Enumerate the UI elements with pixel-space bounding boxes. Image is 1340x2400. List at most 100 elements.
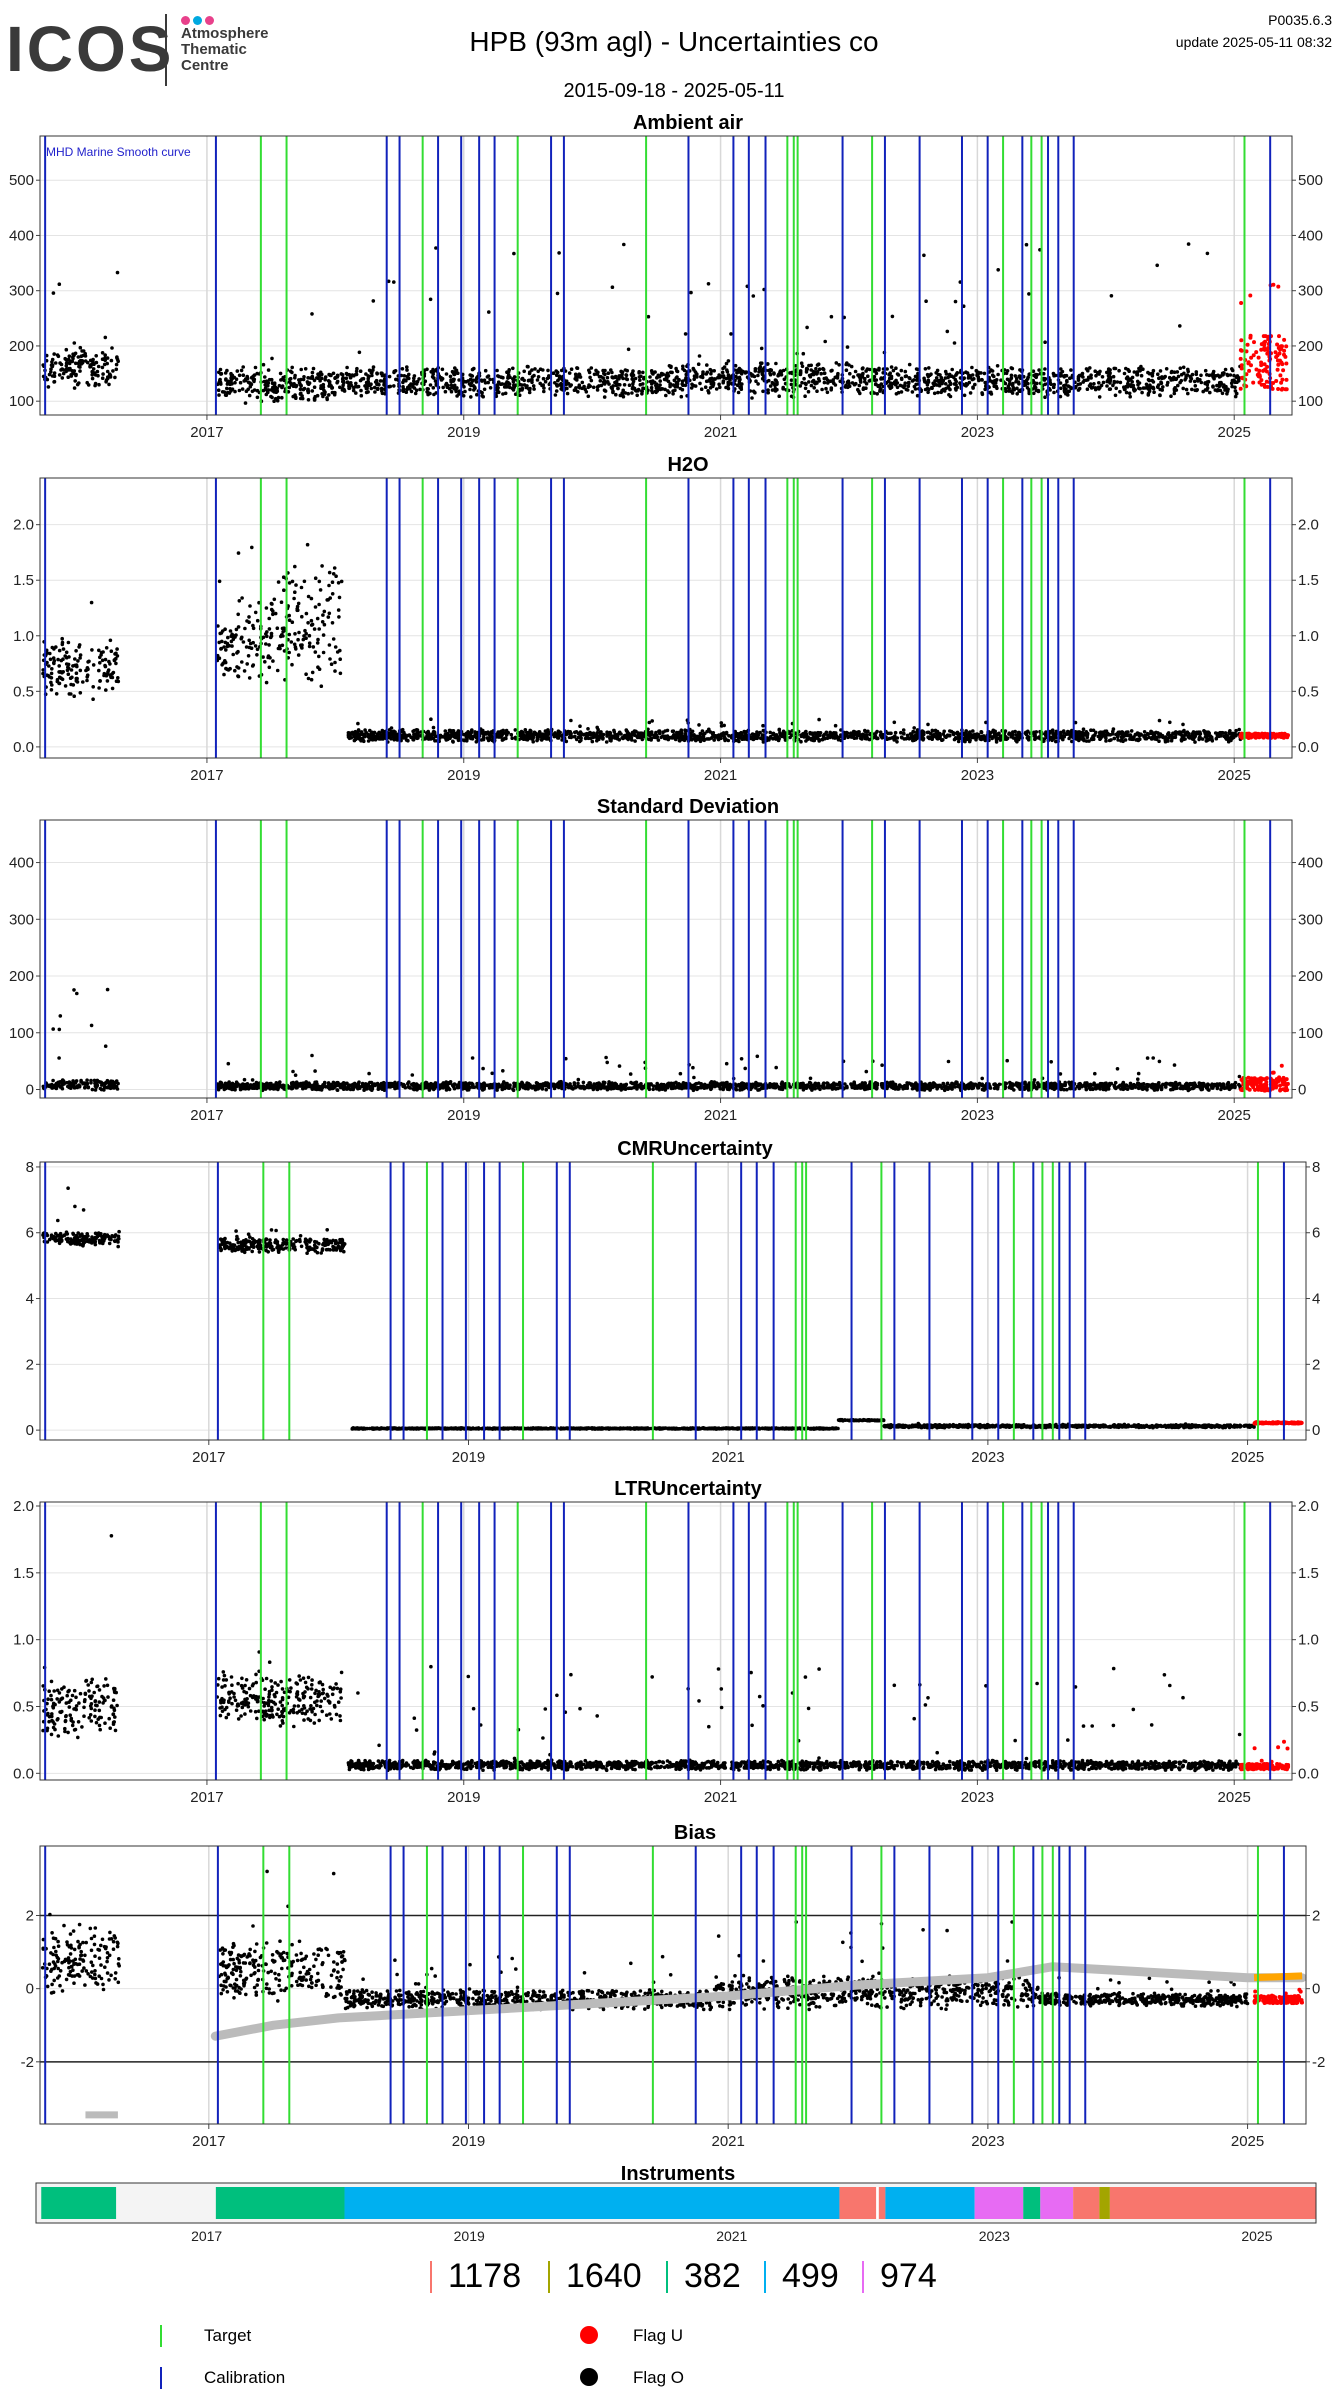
data-point <box>217 579 222 584</box>
data-point <box>1232 373 1236 378</box>
data-point <box>265 634 269 639</box>
data-point <box>380 389 384 393</box>
data-point <box>603 389 608 393</box>
data-point <box>863 379 867 384</box>
data-point <box>630 373 634 378</box>
data-point <box>261 388 266 393</box>
logo-line-3: Centre <box>181 57 229 74</box>
data-point <box>367 374 371 379</box>
data-point <box>323 375 328 379</box>
data-point <box>246 654 251 658</box>
data-point <box>968 391 973 395</box>
data-point <box>103 353 107 357</box>
data-point <box>402 730 406 735</box>
data-point <box>310 370 315 375</box>
data-point <box>287 385 292 390</box>
data-point <box>631 385 635 389</box>
data-point <box>1199 380 1204 385</box>
data-point <box>935 736 939 741</box>
data-point <box>1226 739 1231 744</box>
data-point <box>240 635 244 640</box>
data-point <box>953 736 958 740</box>
data-point <box>804 366 809 371</box>
data-point <box>70 675 74 680</box>
data-point <box>89 1023 94 1028</box>
data-point <box>976 375 981 379</box>
y-tick-label: 0 <box>1298 1081 1306 1098</box>
data-point <box>770 380 775 385</box>
data-point <box>378 379 383 383</box>
data-point <box>577 731 582 735</box>
y-tick-label: 300 <box>9 911 34 928</box>
data-point <box>979 371 983 375</box>
data-point <box>52 374 57 379</box>
data-point <box>85 360 90 365</box>
data-point <box>847 384 852 389</box>
data-point <box>248 384 253 389</box>
flag-u-point <box>1256 355 1261 360</box>
data-point <box>252 377 257 382</box>
data-point <box>277 383 282 388</box>
data-point <box>60 376 65 380</box>
data-point <box>70 369 75 373</box>
data-point <box>520 376 525 381</box>
flag-u-point <box>1282 352 1286 357</box>
data-point <box>568 384 572 388</box>
data-point <box>300 614 304 619</box>
data-point <box>930 733 935 738</box>
data-point <box>64 367 69 372</box>
data-point <box>526 735 530 740</box>
data-point <box>311 366 316 371</box>
data-point <box>555 291 560 296</box>
data-point <box>296 601 301 606</box>
data-point <box>778 731 782 735</box>
data-point <box>858 377 863 382</box>
data-point <box>936 390 940 395</box>
x-tick-label: 2023 <box>961 1107 994 1124</box>
data-point <box>914 367 919 371</box>
data-point <box>681 367 685 371</box>
data-point <box>245 662 249 666</box>
data-point <box>935 368 940 373</box>
data-point <box>945 734 950 738</box>
data-point <box>293 645 298 649</box>
data-point <box>115 355 119 359</box>
data-point <box>532 373 536 378</box>
data-point <box>526 378 531 383</box>
data-point <box>633 739 637 743</box>
data-point <box>1146 370 1150 375</box>
data-point <box>831 378 835 382</box>
logo-line-1: Atmosphere <box>181 25 269 42</box>
data-point <box>817 367 822 372</box>
data-point <box>307 644 312 649</box>
data-point <box>536 369 540 374</box>
data-point <box>962 393 967 398</box>
data-point <box>631 369 635 373</box>
data-point <box>392 729 396 734</box>
data-point <box>907 737 912 741</box>
data-point <box>880 735 884 739</box>
data-point <box>1097 395 1102 399</box>
x-tick-label: 2019 <box>447 1107 480 1124</box>
data-point <box>64 655 69 660</box>
data-point <box>88 358 93 363</box>
data-point <box>344 376 349 381</box>
data-point <box>91 685 95 689</box>
data-point <box>614 392 618 397</box>
data-point <box>863 728 867 733</box>
data-point <box>487 310 491 314</box>
flag-u-point <box>1276 284 1281 289</box>
data-point <box>1233 732 1237 737</box>
data-point <box>1032 391 1036 396</box>
flag-u-point <box>1263 733 1268 738</box>
data-point <box>779 373 784 377</box>
data-point <box>933 728 938 733</box>
data-point <box>893 734 897 738</box>
data-point <box>333 645 338 649</box>
data-point <box>812 738 817 743</box>
data-point <box>822 380 827 385</box>
data-point <box>638 378 642 383</box>
data-point <box>462 385 466 389</box>
y-tick-label: 1.5 <box>13 572 34 589</box>
data-point <box>556 378 560 383</box>
